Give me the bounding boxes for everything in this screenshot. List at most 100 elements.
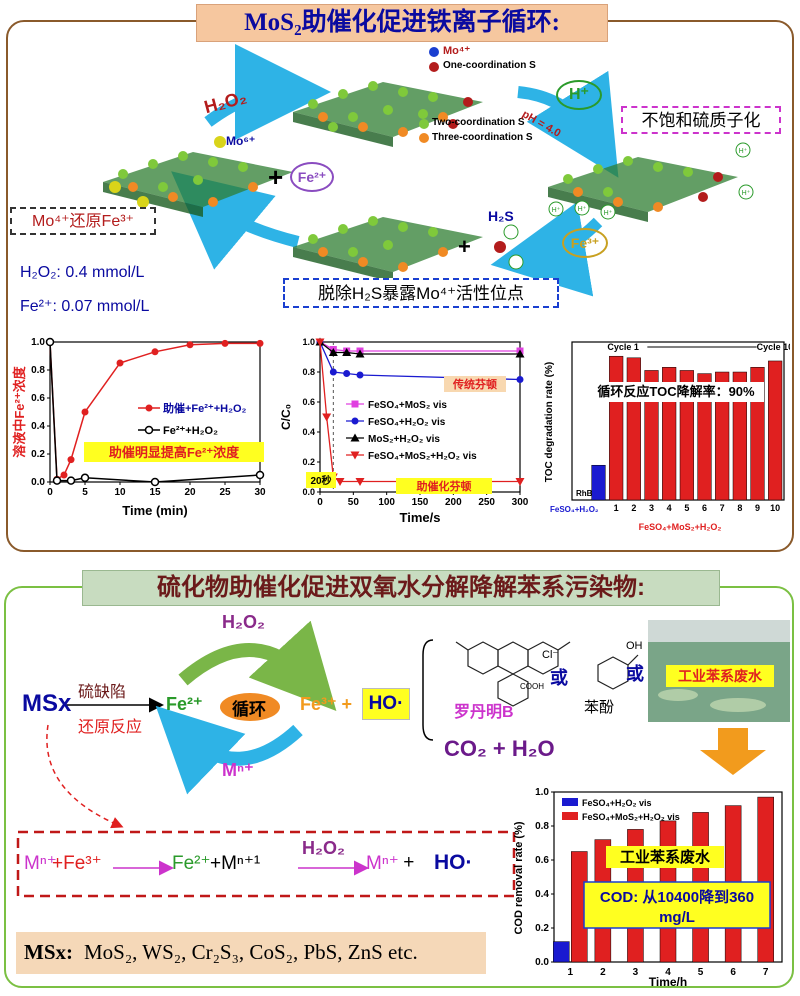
eq-h2o2: H₂O₂ xyxy=(302,838,345,858)
data-point xyxy=(256,339,264,347)
data-point xyxy=(516,376,524,383)
bar xyxy=(697,373,712,501)
bar xyxy=(609,355,624,501)
cycle-start-label: Cycle 1 xyxy=(607,342,639,352)
dashed-arrow-down xyxy=(46,724,124,829)
x-tick-label: 150 xyxy=(412,497,429,508)
data-point xyxy=(221,339,229,347)
x-tick-label: 7 xyxy=(720,503,725,513)
data-point xyxy=(343,370,351,377)
data-point xyxy=(355,478,365,486)
eq-mn-1: Mⁿ⁺ xyxy=(24,853,57,874)
y-tick-label: 0.6 xyxy=(31,393,45,404)
data-point xyxy=(329,368,337,376)
x-tick-label: 1 xyxy=(614,503,619,513)
data-point xyxy=(255,470,265,480)
y-tick-label: 0.0 xyxy=(535,957,549,968)
label-msx: MSx xyxy=(22,690,72,717)
box-unsat-protonation: 不饱和硫质子化 xyxy=(621,106,781,134)
fe3-label: Fe³⁺ xyxy=(570,235,600,251)
label-mo6: Mo⁶⁺ xyxy=(226,134,256,148)
svg-text:H⁺: H⁺ xyxy=(739,148,748,155)
fe3-circle: Fe³⁺ xyxy=(562,228,608,258)
label-cycle: 循环 xyxy=(232,700,266,719)
svg-text:H⁺: H⁺ xyxy=(742,190,751,197)
bar xyxy=(732,371,747,501)
annotation-box-cocatalytic xyxy=(396,478,492,494)
mos2-lattice-right xyxy=(548,156,738,222)
x-tick-label: 20 xyxy=(184,487,196,498)
x-tick-label: 7 xyxy=(763,967,769,978)
y-tick-label: 0.4 xyxy=(302,427,315,437)
x-tick-label: 15 xyxy=(149,487,161,498)
rhodamine-structure xyxy=(455,641,571,707)
label-wastewater: 工业苯系废水 xyxy=(678,668,762,684)
y-axis-label: 溶液中Fe²⁺浓度 xyxy=(12,365,27,457)
data-point xyxy=(66,476,76,485)
label-plus-fe2: + xyxy=(268,162,284,192)
annotation-cocatalytic: 助催化芬顿 xyxy=(417,479,472,493)
chart-fe2-concentration: 0 5 10 15 20 25 30 0.0 0.2 0.4 0.6 0.8 1.0 助催+Fe²⁺+H₂… xyxy=(12,337,266,518)
annotation-20s: 20秒 xyxy=(310,474,331,487)
y-tick-label: 0.4 xyxy=(535,889,549,900)
label-cooh: COOH xyxy=(520,682,544,691)
bar xyxy=(553,941,570,963)
y-tick-label: 0.8 xyxy=(535,821,549,832)
x-tick-label: 4 xyxy=(665,967,671,978)
y-tick-label: 0.0 xyxy=(31,477,45,488)
bar xyxy=(757,796,774,963)
data-point xyxy=(67,456,75,464)
data-point xyxy=(80,473,90,483)
cycle-arrow-top-right xyxy=(517,70,619,178)
y-tick-label: 0.8 xyxy=(302,367,315,377)
x-tick-label: 3 xyxy=(649,503,654,513)
eq-plus: + xyxy=(398,852,420,873)
blue-cycle-arrow xyxy=(155,705,303,795)
x-tick-label: 2 xyxy=(600,967,606,978)
h2s-molecule xyxy=(494,224,524,270)
x-tick-label: 0 xyxy=(317,497,323,508)
mos2-lattice-top xyxy=(293,81,483,147)
legend-swatch xyxy=(562,798,578,806)
x-tick-label-control: FeSO₄+H₂O₂ xyxy=(550,505,599,514)
msx-list-box xyxy=(16,932,486,974)
msx-list: MoS₂, WS₂, Cr₂S₃, CoS₂, PbS, ZnS etc. xyxy=(84,940,418,964)
y-tick-label: 1.0 xyxy=(302,337,315,347)
y-tick-label: 0.8 xyxy=(31,365,45,376)
mo6-dot xyxy=(214,136,226,148)
legend-label: FeSO₄+H₂O₂ vis xyxy=(582,798,652,808)
annotation-traditional: 传统芬顿 xyxy=(452,377,497,391)
y-tick-label: 0.2 xyxy=(302,457,315,467)
x-tick-label: 10 xyxy=(114,487,126,498)
legend-dot-two-s xyxy=(419,119,429,129)
annotation-label: 助催明显提高Fe²⁺浓度 xyxy=(109,445,240,460)
x-tick-label: 8 xyxy=(737,503,742,513)
hplus-circle: H⁺ xyxy=(556,80,602,110)
group-label: FeSO₄+MoS₂+H₂O₂ xyxy=(639,522,722,532)
y-tick-label: 1.0 xyxy=(31,337,45,348)
box-remove-h2s: 脱除H₂S暴露Mo⁴⁺活性位点 xyxy=(283,278,559,308)
x-tick-label: 100 xyxy=(378,497,395,508)
label-h2s: H₂S xyxy=(488,208,514,224)
x-tick-label: 2 xyxy=(631,503,636,513)
legend-label: 助催+Fe²⁺+H₂O₂ xyxy=(163,401,247,415)
data-point xyxy=(315,338,325,347)
eq-fe3: +Fe³⁺ xyxy=(52,853,102,874)
plot-frame xyxy=(571,341,785,501)
y-axis-label: TOC degradation rate (%) xyxy=(544,362,555,482)
bar xyxy=(768,360,783,501)
eq-mn-2: Mⁿ⁺ xyxy=(366,853,399,874)
y-tick-label: 1.0 xyxy=(535,787,549,798)
annotation-cod-line1: COD: 从10400降到360 xyxy=(600,888,754,906)
legend-marker xyxy=(351,400,359,408)
eq-ho: HO· xyxy=(434,851,473,874)
label-reduction: 还原反应 xyxy=(78,719,143,736)
x-tick-label: 4 xyxy=(667,503,672,513)
legend-marker xyxy=(145,404,153,412)
legend-dot-mo4 xyxy=(429,47,439,57)
bar xyxy=(679,370,694,501)
label-cl: Cl⁻ xyxy=(542,649,559,661)
label-ho: HO· xyxy=(368,693,404,714)
label-plus-h2s: + xyxy=(458,234,471,259)
eq-mn1: +Mⁿ⁺¹ xyxy=(210,853,261,874)
